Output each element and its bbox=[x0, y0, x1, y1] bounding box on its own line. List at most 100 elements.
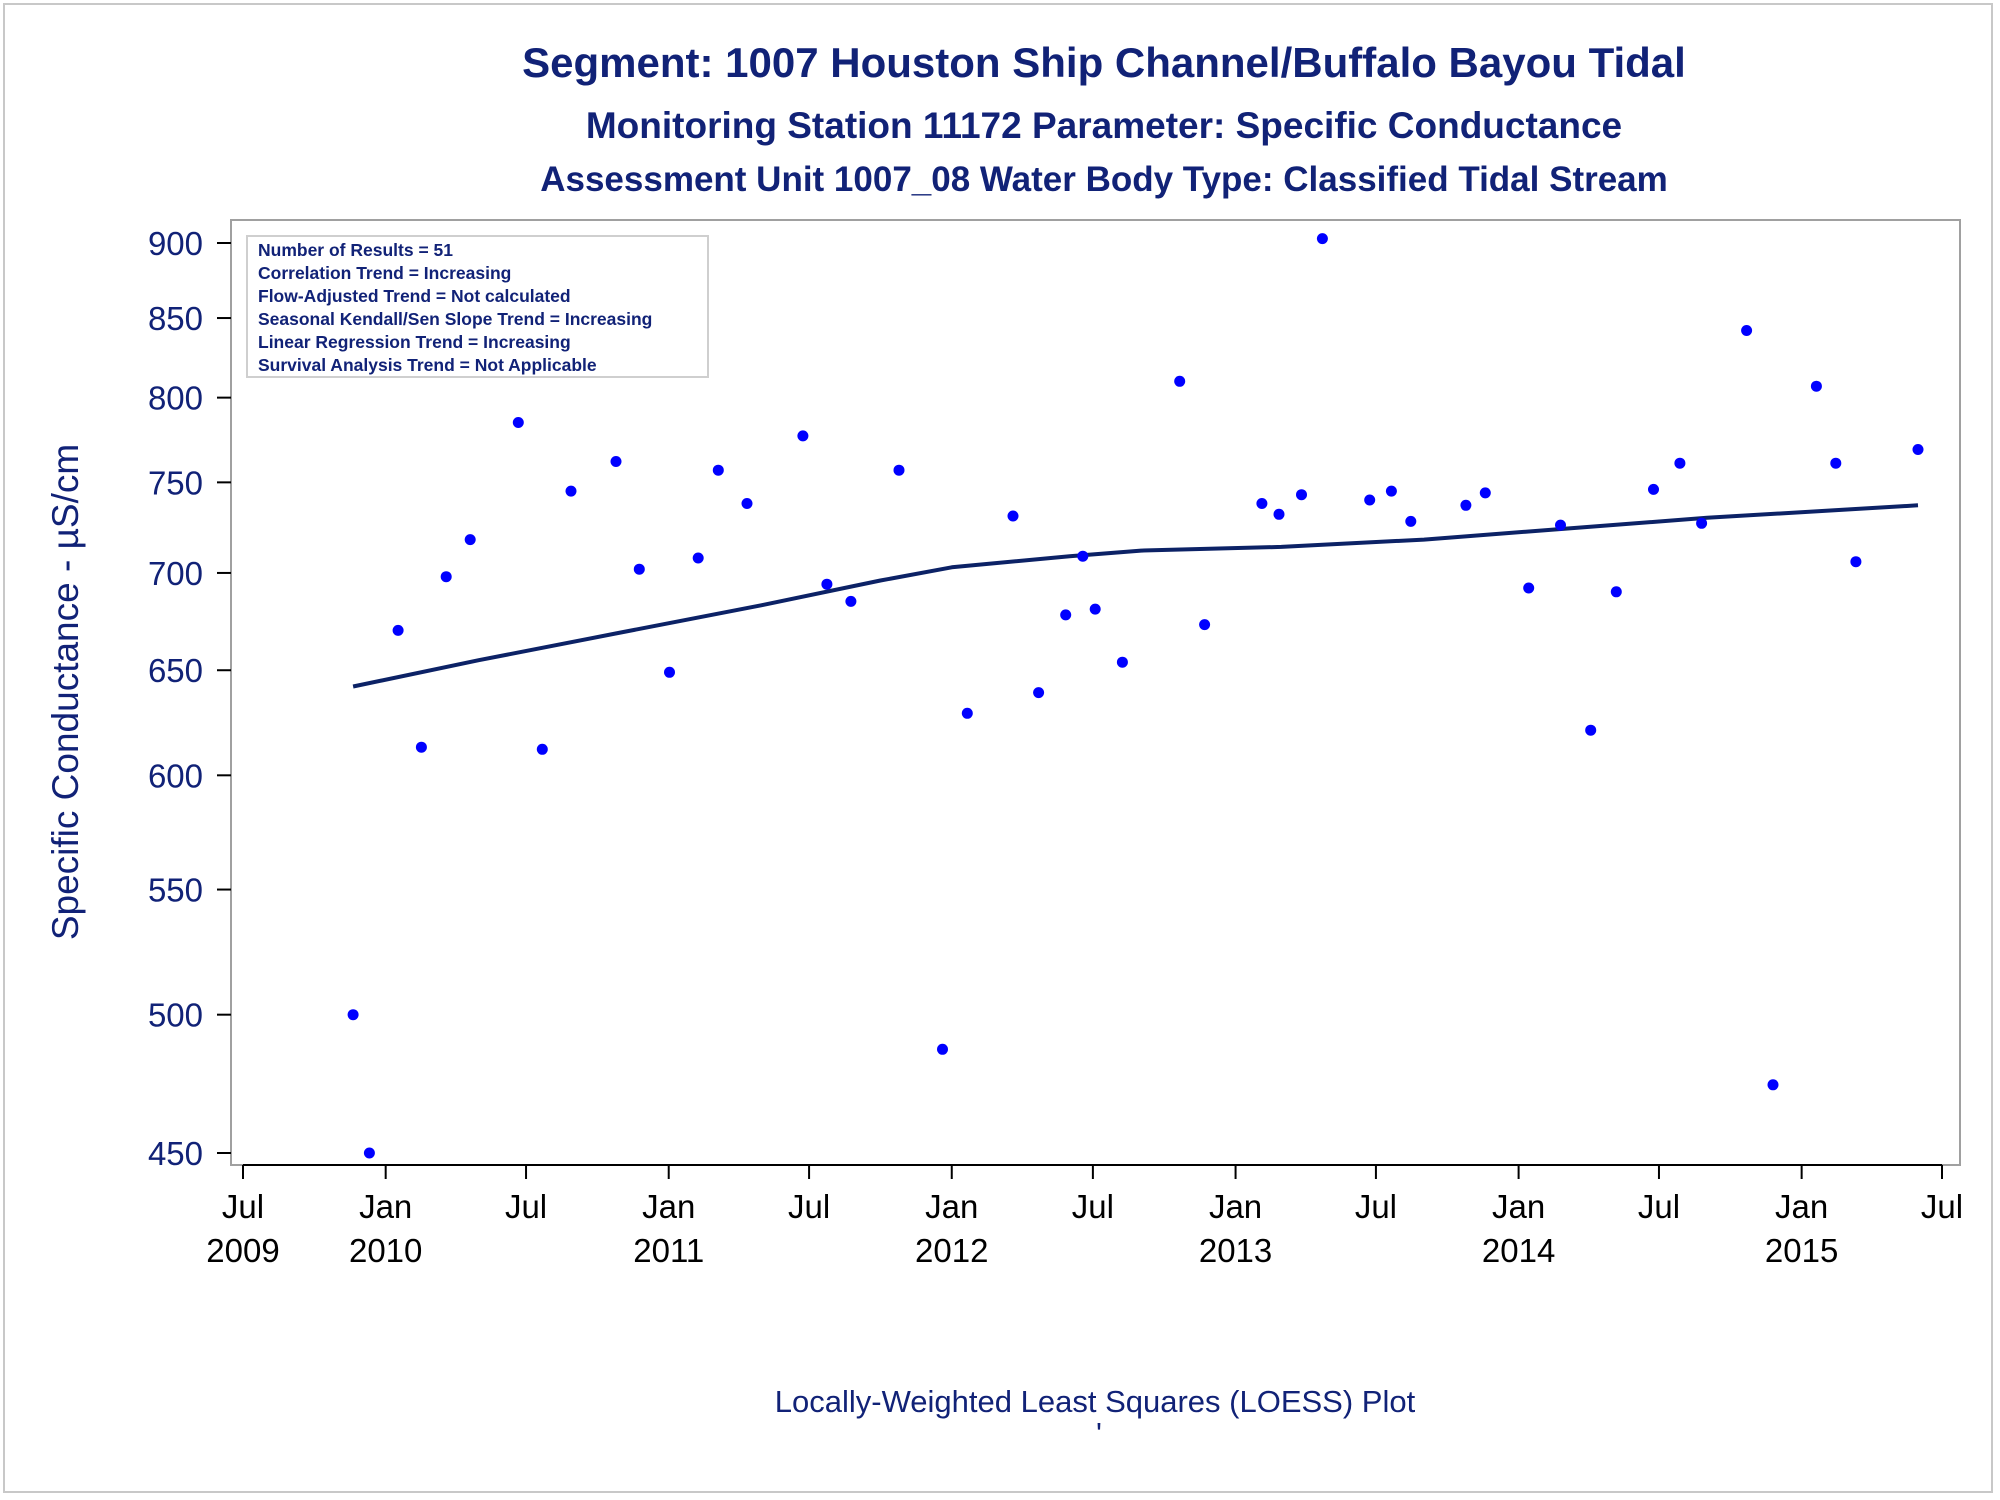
chart-subtitle: Monitoring Station 11172 Parameter: Spec… bbox=[586, 105, 1622, 146]
data-point bbox=[1033, 687, 1045, 699]
x-tick-label-month: Jan bbox=[925, 1188, 978, 1225]
data-point bbox=[1674, 457, 1686, 469]
data-point bbox=[893, 464, 905, 476]
data-point bbox=[633, 563, 645, 575]
data-point bbox=[440, 571, 452, 583]
data-point bbox=[363, 1147, 375, 1159]
y-tick-label-650: 650 bbox=[148, 652, 203, 689]
stats-results: Number of Results = 51 bbox=[258, 240, 453, 260]
data-point bbox=[1479, 487, 1491, 499]
data-point bbox=[1296, 489, 1307, 501]
loess-line bbox=[352, 503, 1919, 689]
data-point bbox=[1405, 515, 1417, 527]
x-tick-label-month: Jan bbox=[642, 1188, 695, 1225]
data-point bbox=[1912, 444, 1924, 455]
data-point bbox=[1007, 510, 1019, 522]
data-point bbox=[1767, 1079, 1779, 1091]
data-point bbox=[347, 1009, 359, 1021]
data-point bbox=[512, 417, 524, 428]
data-point bbox=[1089, 603, 1101, 615]
x-tick-label-year: 2011 bbox=[633, 1232, 704, 1269]
data-point bbox=[415, 741, 427, 753]
data-point bbox=[610, 456, 622, 467]
data-point bbox=[1116, 656, 1128, 668]
x-axis: Jul 2009 Jan 2010 Jul Jan 2011 Jul Jan 2012 Jul Jan… bbox=[206, 1164, 1963, 1269]
x-tick-label-month: Jul bbox=[1072, 1188, 1114, 1225]
x-tick-label-month: Jul bbox=[505, 1188, 547, 1225]
data-point bbox=[464, 534, 476, 546]
data-point bbox=[1810, 380, 1822, 392]
data-point bbox=[1273, 508, 1285, 520]
x-tick-label-year: 2010 bbox=[349, 1232, 422, 1269]
x-tick-label-month: Jan bbox=[359, 1188, 412, 1225]
y-axis: 450 500 550 600 650 700 750 800 850 900 bbox=[148, 225, 231, 1172]
stats-seasonal-kendall: Seasonal Kendall/Sen Slope Trend = Incre… bbox=[258, 309, 652, 329]
stats-correlation: Correlation Trend = Increasing bbox=[258, 263, 511, 283]
y-tick-label-850: 850 bbox=[148, 300, 203, 337]
y-tick-label-550: 550 bbox=[148, 872, 203, 909]
loess-series bbox=[352, 503, 1919, 689]
y-tick-label-800: 800 bbox=[148, 380, 203, 417]
data-point bbox=[1648, 483, 1659, 495]
data-point bbox=[741, 498, 753, 509]
y-tick-label-700: 700 bbox=[148, 555, 203, 592]
x-tick-label-year: 2015 bbox=[1765, 1232, 1838, 1269]
y-tick-label-450: 450 bbox=[148, 1135, 203, 1172]
data-point bbox=[1830, 457, 1842, 469]
x-tick-label-month: Jan bbox=[1492, 1188, 1545, 1225]
x-tick-label-month: Jul bbox=[788, 1188, 830, 1225]
stats-linear-regression: Linear Regression Trend = Increasing bbox=[258, 332, 571, 352]
x-tick-label-month: Jul bbox=[222, 1188, 264, 1225]
data-point bbox=[1610, 586, 1622, 598]
data-point bbox=[1850, 556, 1862, 568]
stats-flow-adjusted: Flow-Adjusted Trend = Not calculated bbox=[258, 286, 571, 306]
data-point bbox=[712, 464, 724, 476]
x-tick-label-year: 2013 bbox=[1199, 1232, 1272, 1269]
y-tick-label-900: 900 bbox=[148, 225, 203, 262]
y-axis-label: Specific Conductance - µS/cm bbox=[45, 444, 86, 940]
data-point bbox=[937, 1043, 948, 1055]
data-point bbox=[1555, 519, 1566, 531]
x-tick-label-month: Jan bbox=[1775, 1188, 1828, 1225]
x-tick-label-month: Jul bbox=[1921, 1188, 1963, 1225]
y-tick-label-750: 750 bbox=[148, 464, 203, 501]
data-point bbox=[1460, 499, 1472, 511]
chart-frame bbox=[3, 3, 1993, 1493]
data-point bbox=[1523, 582, 1535, 594]
data-point bbox=[1316, 233, 1328, 245]
data-point bbox=[1256, 498, 1268, 509]
chart-title: Segment: 1007 Houston Ship Channel/Buffa… bbox=[522, 39, 1686, 86]
data-point bbox=[1364, 494, 1376, 506]
chart-subtitle-2: Assessment Unit 1007_08 Water Body Type:… bbox=[540, 160, 1668, 199]
stats-inset: Number of Results = 51 Correlation Trend… bbox=[246, 235, 709, 378]
data-point bbox=[664, 666, 675, 678]
data-point bbox=[821, 578, 833, 590]
x-tick-label-month: Jan bbox=[1209, 1188, 1262, 1225]
data-point bbox=[692, 552, 704, 564]
data-points bbox=[347, 233, 1924, 1159]
stats-inset-box bbox=[246, 235, 709, 378]
data-point bbox=[1174, 375, 1186, 387]
x-tick-label-year: 2014 bbox=[1482, 1232, 1555, 1269]
x-tick-label-year: 2009 bbox=[206, 1232, 279, 1269]
footnote: Locally-Weighted Least Squares (LOESS) P… bbox=[775, 1384, 1416, 1419]
data-point bbox=[1199, 619, 1211, 631]
data-point bbox=[961, 707, 973, 719]
stats-survival: Survival Analysis Trend = Not Applicable bbox=[258, 355, 597, 375]
x-tick-label-month: Jul bbox=[1638, 1188, 1680, 1225]
data-point bbox=[1585, 724, 1597, 736]
data-point bbox=[1696, 517, 1708, 529]
data-point bbox=[536, 743, 548, 755]
x-tick-label-year: 2012 bbox=[915, 1232, 988, 1269]
data-point bbox=[565, 485, 577, 497]
data-point bbox=[845, 595, 857, 607]
x-tick-label-month: Jul bbox=[1355, 1188, 1397, 1225]
y-tick-label-600: 600 bbox=[148, 757, 203, 794]
data-point bbox=[1060, 609, 1072, 621]
footnote-mark: ' bbox=[1096, 1416, 1102, 1451]
data-point bbox=[1385, 485, 1397, 497]
data-point bbox=[392, 624, 404, 636]
data-point bbox=[797, 430, 809, 442]
data-point bbox=[1741, 325, 1753, 336]
